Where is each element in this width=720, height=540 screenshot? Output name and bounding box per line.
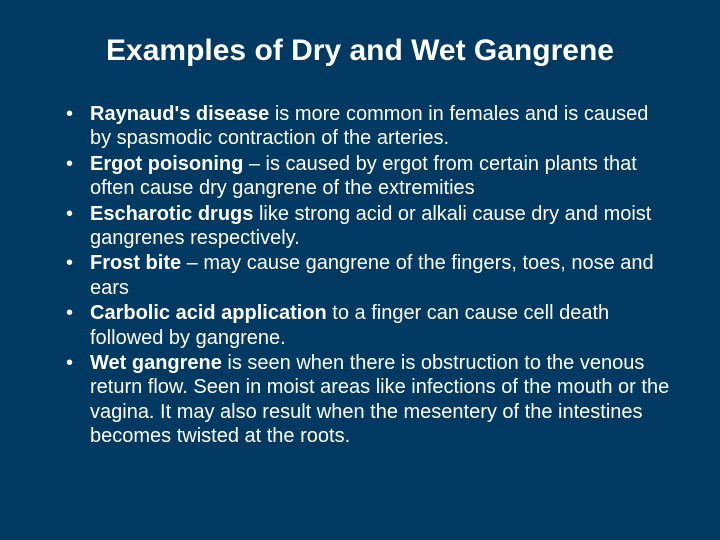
bullet-term: Carbolic acid application bbox=[90, 302, 327, 324]
bullet-term: Wet gangrene bbox=[90, 352, 222, 374]
bullet-term: Ergot poisoning bbox=[90, 153, 243, 175]
list-item: Wet gangrene is seen when there is obstr… bbox=[66, 351, 672, 449]
bullet-term: Frost bite bbox=[90, 252, 181, 274]
list-item: Ergot poisoning – is caused by ergot fro… bbox=[66, 152, 672, 201]
bullet-term: Escharotic drugs bbox=[90, 203, 253, 225]
list-item: Raynaud's disease is more common in fema… bbox=[66, 102, 672, 151]
slide: Examples of Dry and Wet Gangrene Raynaud… bbox=[0, 0, 720, 540]
bullet-term: Raynaud's disease bbox=[90, 103, 269, 125]
list-item: Carbolic acid application to a finger ca… bbox=[66, 301, 672, 350]
slide-title: Examples of Dry and Wet Gangrene bbox=[48, 34, 672, 68]
bullet-list: Raynaud's disease is more common in fema… bbox=[48, 102, 672, 448]
list-item: Escharotic drugs like strong acid or alk… bbox=[66, 202, 672, 251]
list-item: Frost bite – may cause gangrene of the f… bbox=[66, 251, 672, 300]
